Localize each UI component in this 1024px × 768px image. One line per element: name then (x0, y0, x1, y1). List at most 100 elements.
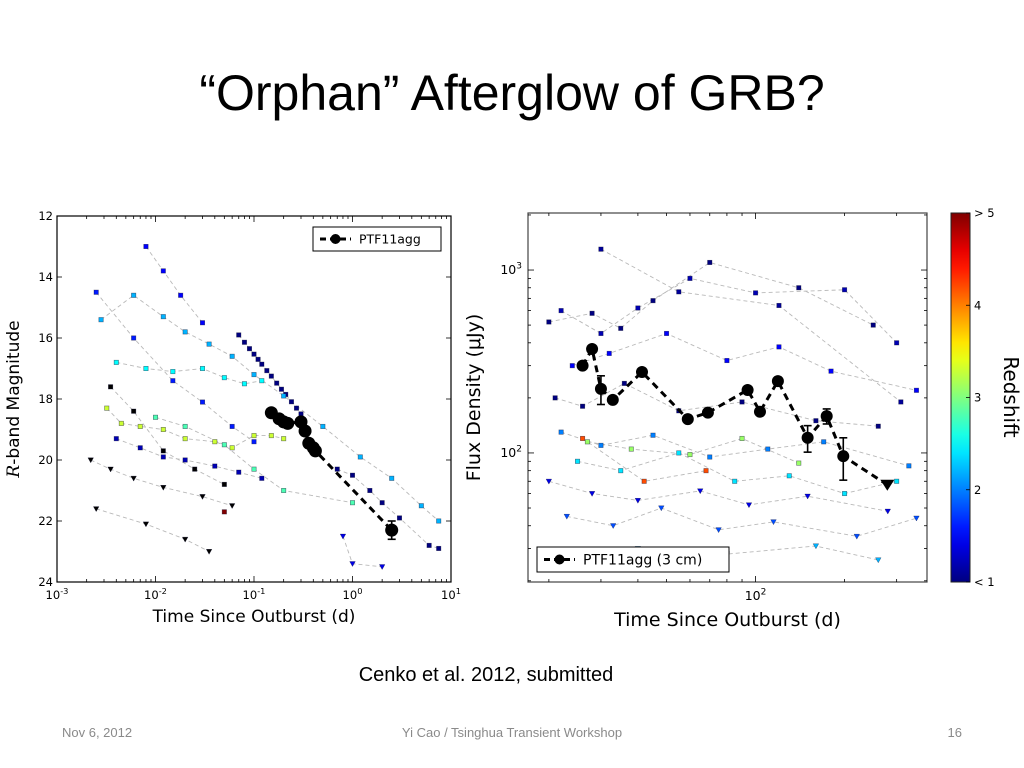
background-point (621, 380, 627, 386)
background-point (170, 369, 176, 375)
background-point (221, 509, 227, 515)
upper-limit-marker (87, 457, 94, 464)
upper-limit-marker (884, 508, 892, 515)
background-point (131, 408, 137, 414)
y-tick-label: 22 (38, 514, 53, 528)
background-point (160, 268, 166, 274)
redshift-colorbar: > 5 4 3 2 < 1 Redshift (950, 206, 1023, 589)
y-tick-label: 24 (38, 575, 53, 589)
y-tick-label: 20 (38, 453, 53, 467)
background-point (131, 292, 137, 298)
background-series-line (96, 508, 210, 552)
legend: PTF11agg (3 cm) (536, 546, 730, 573)
background-point (131, 335, 137, 341)
y-axis-label: R-band Magnitude (4, 320, 24, 478)
background-point (192, 466, 198, 472)
background-point (396, 515, 402, 521)
background-point (707, 454, 713, 460)
background-point (569, 363, 575, 369)
upper-limit-marker (92, 506, 100, 513)
upper-limit-marker (181, 536, 189, 543)
tick-label-exponent: -2 (159, 586, 167, 596)
background-point (552, 395, 558, 401)
background-point (584, 439, 590, 445)
upper-limit-marker (697, 488, 704, 495)
background-point (894, 478, 900, 484)
background-point (349, 500, 355, 506)
background-point (418, 503, 424, 509)
background-point (221, 481, 227, 487)
ptf11agg-point (586, 343, 599, 356)
background-point (389, 475, 395, 481)
upper-limit-marker (658, 505, 665, 512)
background-point (281, 393, 287, 399)
figure-caption: Cenko et al. 2012, submitted (358, 664, 614, 686)
ptf11agg-point (801, 431, 814, 444)
background-point (206, 341, 212, 347)
background-point (251, 372, 257, 378)
background-point (212, 463, 218, 469)
background-point (137, 423, 143, 429)
background-point (160, 448, 166, 454)
background-point (229, 445, 235, 451)
legend-marker (554, 554, 565, 565)
x-tick-label: 102 (745, 587, 767, 603)
background-point (251, 433, 257, 439)
background-point (160, 454, 166, 460)
upper-limit-marker (107, 466, 114, 473)
background-point (606, 350, 612, 356)
plot-area (528, 213, 927, 582)
ptf11agg-point (576, 359, 589, 372)
background-point (776, 344, 782, 350)
background-series-line (600, 248, 902, 403)
upper-limit-marker (339, 533, 347, 540)
background-point (229, 423, 235, 429)
background-point (251, 351, 257, 357)
background-series-line (106, 407, 284, 449)
background-point (199, 320, 205, 326)
legend-box (536, 546, 730, 573)
x-tick-label: 10-1 (243, 586, 266, 602)
background-point (259, 361, 265, 367)
background-point (739, 435, 745, 441)
background-point (650, 432, 656, 438)
ptf11agg-point (606, 393, 619, 406)
background-point (113, 359, 119, 365)
background-point (98, 317, 104, 323)
background-point (546, 319, 552, 325)
background-point (426, 542, 432, 548)
background-point (241, 339, 247, 345)
background-point (281, 487, 287, 493)
background-point (182, 329, 188, 335)
background-point (113, 436, 119, 442)
background-point (255, 356, 261, 362)
background-point (170, 378, 176, 384)
background-point (160, 314, 166, 320)
background-point (104, 405, 110, 411)
background-point (786, 473, 792, 479)
colorbar-tick-label: > 5 (974, 206, 995, 220)
ptf11agg-point (701, 406, 714, 419)
tick-label-exponent: -3 (60, 586, 68, 596)
tick-label-base: 10 (500, 445, 516, 460)
tick-label-exponent: 1 (456, 586, 461, 596)
background-point (796, 285, 802, 291)
x-tick-label: 10-3 (46, 586, 69, 602)
background-point (153, 414, 159, 420)
background-point (842, 491, 848, 497)
upper-limit-marker (634, 497, 642, 504)
background-series-line (587, 438, 799, 464)
upper-limit-marker (378, 564, 386, 571)
background-point (288, 399, 294, 405)
upper-limit-marker (812, 543, 820, 550)
y-tick-label: 12 (38, 209, 53, 223)
background-point (221, 442, 227, 448)
x-axis-label: Time Since Outburst (d) (613, 609, 841, 631)
ptf11agg-point (635, 366, 648, 379)
background-point (628, 446, 634, 452)
upper-limit-marker (349, 561, 356, 568)
background-point (913, 387, 919, 393)
background-point (118, 420, 124, 426)
tick-label-exponent: -1 (257, 586, 265, 596)
